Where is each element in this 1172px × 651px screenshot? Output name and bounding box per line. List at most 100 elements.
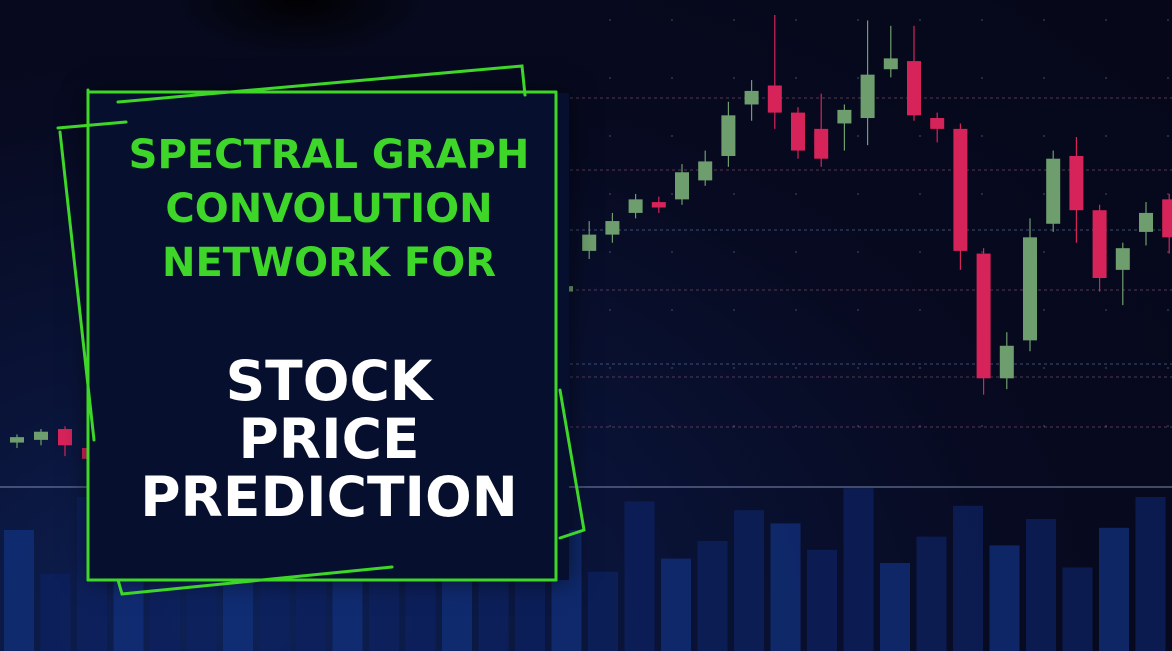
grid-dot: [733, 309, 735, 311]
main-heading-line: PREDICTION: [140, 465, 518, 529]
grid-dot: [981, 251, 983, 253]
candle-body: [744, 90, 759, 105]
candle-body: [1046, 158, 1061, 224]
grid-dot: [857, 193, 859, 195]
candle-bearish: [1162, 193, 1172, 254]
grid-dot: [671, 135, 673, 137]
grid-dot: [981, 77, 983, 79]
grid-dot: [1105, 77, 1107, 79]
candle-body: [860, 74, 875, 119]
candle-body: [1023, 237, 1037, 341]
candle-bearish: [976, 248, 991, 395]
volume-bar: [1099, 527, 1129, 651]
candle-body: [34, 431, 48, 440]
candle-body: [883, 58, 898, 70]
grid-dot: [857, 19, 859, 21]
grid-dot: [609, 367, 611, 369]
grid-dot: [609, 77, 611, 79]
grid-dot: [1105, 425, 1107, 427]
candle-body: [791, 112, 805, 151]
candle-bearish: [1069, 137, 1084, 243]
volume-bar: [734, 510, 764, 651]
volume-bar: [953, 505, 983, 651]
candle-body: [1115, 248, 1130, 270]
grid-dot: [795, 251, 797, 253]
grid-dot: [733, 425, 735, 427]
grid-dot: [1105, 135, 1107, 137]
grid-dot: [857, 425, 859, 427]
volume-bar: [4, 530, 34, 651]
grid-dot: [795, 77, 797, 79]
volume-bar: [770, 523, 801, 651]
grid-dot: [795, 193, 797, 195]
candle-bullish: [883, 25, 898, 78]
grid-dot: [1043, 77, 1045, 79]
candle-body: [953, 128, 968, 251]
grid-dot: [919, 19, 921, 21]
grid-dot: [1105, 19, 1107, 21]
candle-bullish: [860, 20, 875, 146]
candle-bearish: [651, 196, 666, 213]
grid-dot: [857, 367, 859, 369]
candle-bullish: [744, 80, 759, 121]
grid-dot: [1167, 425, 1169, 427]
volume-bar: [807, 549, 837, 651]
volume-bar: [624, 501, 655, 651]
grid-dot: [671, 193, 673, 195]
candle-bullish: [582, 221, 597, 260]
grid-dot: [609, 251, 611, 253]
candle-body: [628, 199, 643, 213]
grid-dot: [733, 193, 735, 195]
grid-dot: [733, 251, 735, 253]
volume-bar: [588, 571, 618, 651]
grid-dot: [857, 251, 859, 253]
candle-body: [930, 118, 945, 129]
grid-dot: [919, 135, 921, 137]
candle-bullish: [10, 434, 24, 448]
candle-bullish: [605, 212, 620, 243]
volume-bar: [843, 488, 874, 651]
volume-bar: [697, 541, 728, 651]
candle-body: [58, 429, 72, 446]
candle-bullish: [675, 164, 689, 205]
grid-dot: [671, 19, 673, 21]
candle-bearish: [953, 123, 968, 270]
subtitle-line: CONVOLUTION: [165, 186, 493, 232]
grid-dot: [1105, 193, 1107, 195]
grid-dot: [795, 367, 797, 369]
grid-dot: [671, 251, 673, 253]
candle-bullish: [628, 193, 643, 219]
candle-bullish: [999, 332, 1014, 390]
grid-dot: [1043, 193, 1045, 195]
grid-dot: [1043, 19, 1045, 21]
volume-bar: [1135, 497, 1166, 651]
grid-dot: [795, 19, 797, 21]
candle-body: [1139, 212, 1153, 232]
grid-dot: [671, 367, 673, 369]
candle-body: [767, 85, 782, 113]
grid-dot: [609, 425, 611, 427]
grid-dot: [671, 425, 673, 427]
candle-body: [721, 115, 736, 156]
grid-dot: [981, 193, 983, 195]
grid-dot: [981, 425, 983, 427]
candle-bullish: [1115, 242, 1130, 306]
grid-dot: [1043, 251, 1045, 253]
grid-dot: [1043, 309, 1045, 311]
main-heading-line: STOCK: [225, 349, 433, 413]
candle-body: [10, 437, 24, 443]
subtitle-heading: SPECTRAL GRAPH CONVOLUTION NETWORK FOR: [89, 128, 569, 290]
volume-bar: [150, 585, 180, 651]
candle-bullish: [837, 104, 852, 151]
grid-dot: [1167, 77, 1169, 79]
grid-dot: [981, 135, 983, 137]
candle-body: [675, 172, 689, 200]
grid-dot: [1105, 367, 1107, 369]
candle-bullish: [1046, 150, 1061, 232]
grid-dot: [1167, 309, 1169, 311]
candle-body: [837, 109, 852, 124]
subtitle-line: NETWORK FOR: [161, 240, 497, 286]
candle-body: [907, 61, 921, 116]
grid-dot: [609, 135, 611, 137]
